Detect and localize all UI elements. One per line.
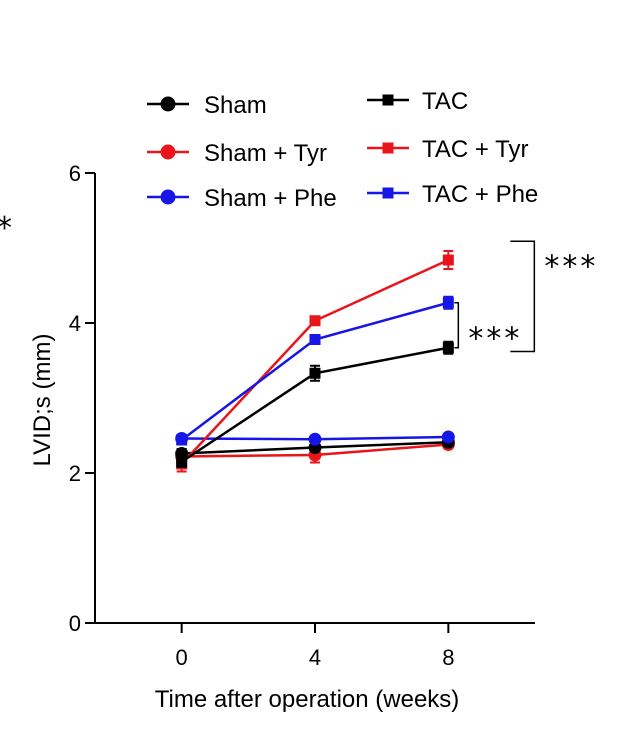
series-layer — [175, 251, 455, 472]
sig-label-tac-vs-tac-tyr: *** — [544, 249, 598, 284]
legend-item-sham: Sham — [147, 92, 267, 119]
bracket-tac-vs-tac-phe — [454, 303, 458, 348]
y-tick-label-0: 0 — [69, 611, 81, 636]
legend-item-tac-tyr: TAC + Tyr — [367, 136, 528, 163]
point-tac-4 — [310, 368, 321, 379]
legend-item-tac-phe: TAC + Phe — [367, 181, 538, 208]
significance-annotations: ******* — [0, 211, 598, 356]
legend-label-tac-phe: TAC + Phe — [422, 181, 538, 208]
legend-marker-tac-tyr — [383, 143, 394, 154]
legend-item-sham-phe: Sham + Phe — [147, 185, 337, 212]
sig-label-clipped: * — [0, 211, 15, 246]
axes: 0 2 4 6 0 4 8 Time after operation (weeks) LVID;… — [29, 161, 535, 713]
legend-marker-tac — [383, 95, 394, 106]
legend-marker-tac-phe — [383, 188, 394, 199]
legend: Sham TAC Sham + Tyr TAC + Tyr Sham + Phe TAC … — [147, 88, 538, 212]
y-tick-label-2: 2 — [69, 461, 81, 486]
y-axis-label: LVID;s (mm) — [29, 334, 56, 467]
legend-label-sham-phe: Sham + Phe — [204, 185, 337, 212]
legend-label-sham: Sham — [204, 92, 267, 119]
legend-label-sham-tyr: Sham + Tyr — [204, 140, 327, 167]
legend-label-tac-tyr: TAC + Tyr — [422, 136, 528, 163]
y-tick-label-6: 6 — [69, 161, 81, 186]
lvids-line-chart: Sham TAC Sham + Tyr TAC + Tyr Sham + Phe TAC … — [0, 0, 617, 731]
point-tac-phe-4 — [310, 334, 321, 345]
x-tick-label-0: 0 — [176, 645, 188, 670]
point-sham-phe-8 — [442, 431, 455, 444]
x-tick-label-4: 4 — [309, 645, 321, 670]
point-tac-phe-8 — [443, 297, 454, 308]
point-sham-phe-4 — [309, 433, 322, 446]
legend-marker-sham-phe — [161, 190, 176, 205]
point-tac-8 — [443, 342, 454, 353]
legend-label-tac: TAC — [422, 88, 468, 115]
legend-marker-sham-tyr — [161, 145, 176, 160]
point-tac-tyr-4 — [310, 315, 321, 326]
point-tac-0 — [176, 456, 187, 467]
point-tac-phe-0 — [176, 435, 187, 446]
legend-item-sham-tyr: Sham + Tyr — [147, 140, 327, 167]
x-axis-label: Time after operation (weeks) — [155, 686, 460, 713]
point-tac-tyr-8 — [443, 255, 454, 266]
legend-item-tac: TAC — [367, 88, 468, 115]
y-tick-label-4: 4 — [69, 311, 81, 336]
x-tick-label-8: 8 — [442, 645, 454, 670]
legend-marker-sham — [161, 97, 176, 112]
